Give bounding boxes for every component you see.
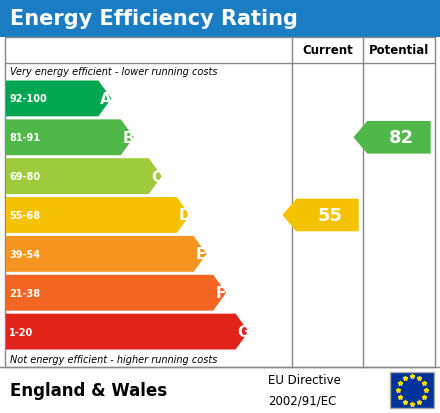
Text: England & Wales: England & Wales bbox=[10, 381, 167, 399]
Text: 55: 55 bbox=[318, 206, 343, 224]
Text: 55-68: 55-68 bbox=[9, 211, 40, 221]
Polygon shape bbox=[353, 122, 431, 154]
Text: 92-100: 92-100 bbox=[9, 94, 47, 104]
Text: Not energy efficient - higher running costs: Not energy efficient - higher running co… bbox=[10, 354, 217, 364]
Bar bbox=[5, 38, 435, 367]
Text: A: A bbox=[100, 92, 112, 107]
Bar bbox=[0, 0, 440, 38]
Text: 2002/91/EC: 2002/91/EC bbox=[268, 394, 336, 407]
Bar bbox=[390, 372, 434, 408]
Polygon shape bbox=[6, 314, 249, 350]
Text: B: B bbox=[123, 131, 135, 145]
Polygon shape bbox=[6, 236, 207, 272]
Text: 21-38: 21-38 bbox=[9, 288, 40, 298]
Text: 81-91: 81-91 bbox=[9, 133, 40, 143]
Polygon shape bbox=[6, 197, 190, 233]
Bar bbox=[0, 367, 440, 413]
Text: E: E bbox=[196, 247, 206, 262]
Polygon shape bbox=[6, 159, 162, 195]
Text: F: F bbox=[215, 285, 226, 301]
Text: D: D bbox=[179, 208, 191, 223]
Text: 82: 82 bbox=[389, 129, 414, 147]
Text: Very energy efficient - lower running costs: Very energy efficient - lower running co… bbox=[10, 67, 217, 77]
Text: 69-80: 69-80 bbox=[9, 172, 40, 182]
Text: Current: Current bbox=[302, 44, 353, 57]
Polygon shape bbox=[6, 81, 111, 117]
Text: 1-20: 1-20 bbox=[9, 327, 33, 337]
Text: EU Directive: EU Directive bbox=[268, 373, 341, 387]
Text: C: C bbox=[151, 169, 162, 184]
Text: Potential: Potential bbox=[369, 44, 429, 57]
Polygon shape bbox=[282, 199, 359, 232]
Polygon shape bbox=[6, 275, 226, 311]
Polygon shape bbox=[6, 120, 134, 156]
Text: Energy Efficiency Rating: Energy Efficiency Rating bbox=[10, 9, 298, 29]
Text: G: G bbox=[238, 324, 250, 339]
Text: 39-54: 39-54 bbox=[9, 249, 40, 259]
